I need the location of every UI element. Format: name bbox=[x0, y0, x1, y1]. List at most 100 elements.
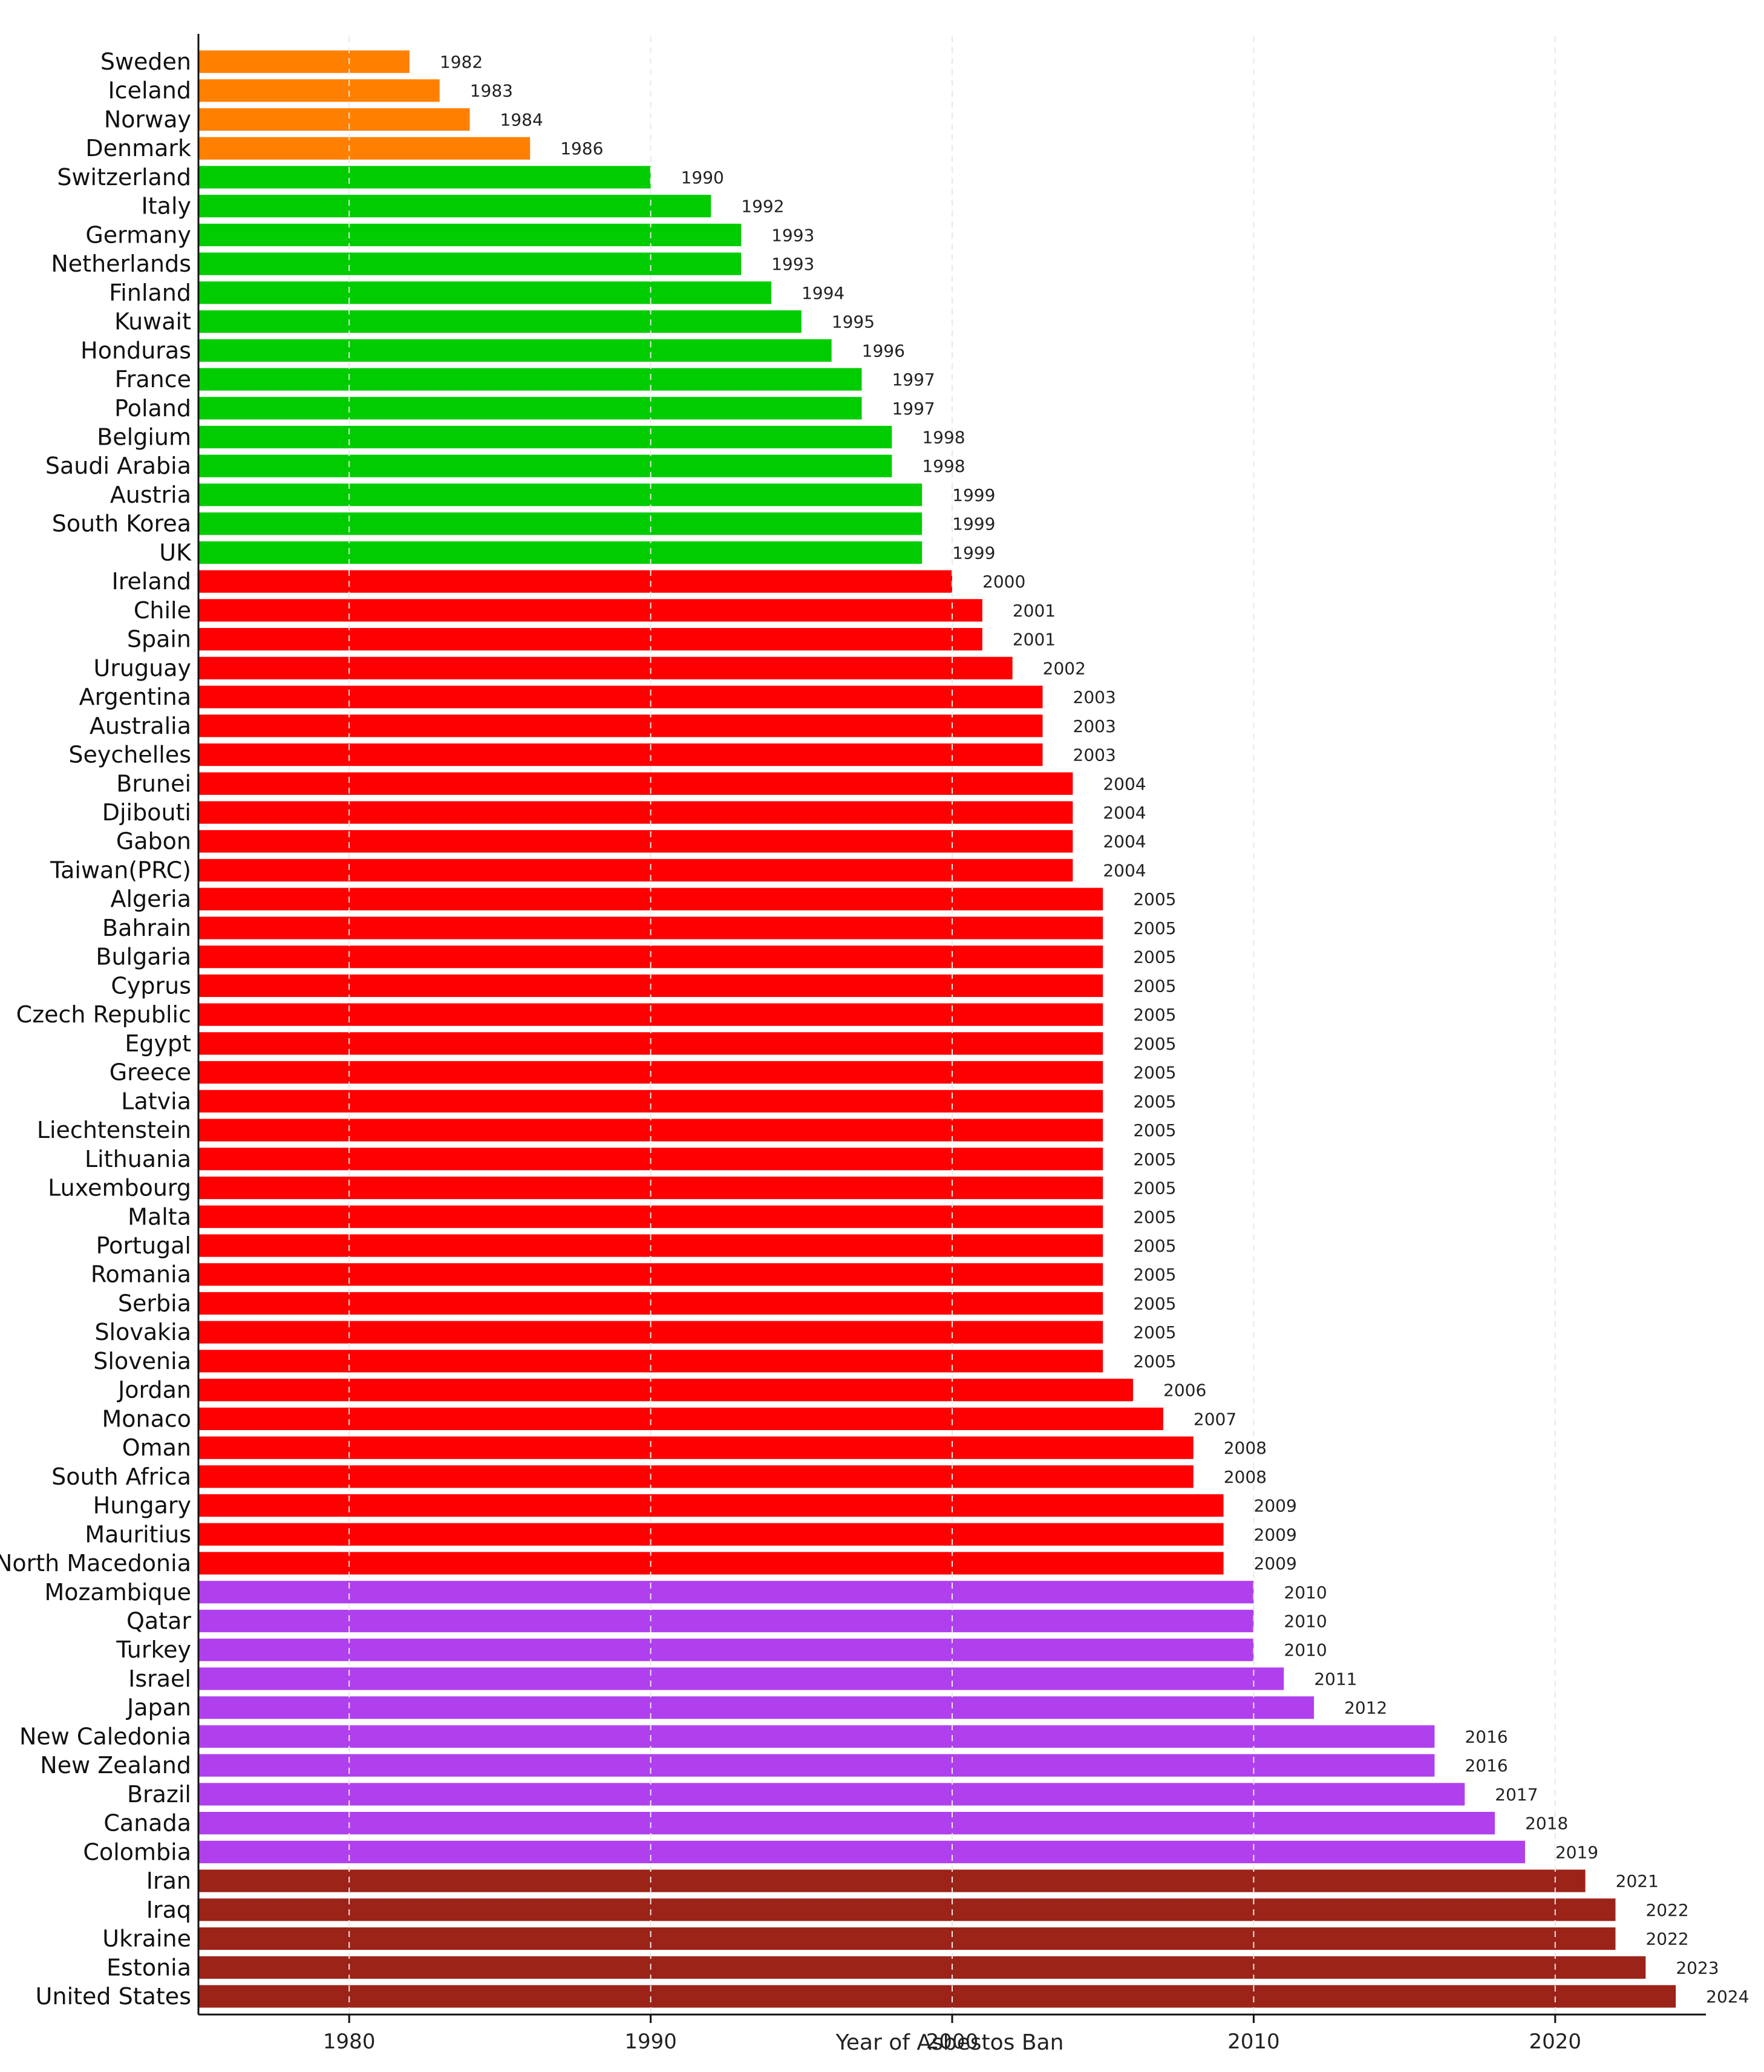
value-label: 2009 bbox=[1254, 1525, 1297, 1544]
x-axis-title: Year of Asbestos Ban bbox=[835, 2030, 1064, 2055]
category-label: Seychelles bbox=[68, 742, 191, 768]
category-label: Turkey bbox=[116, 1636, 191, 1663]
value-label: 1999 bbox=[952, 485, 995, 505]
bar bbox=[198, 1436, 1194, 1459]
category-label: Portugal bbox=[96, 1232, 191, 1259]
bar bbox=[198, 743, 1043, 766]
bar bbox=[198, 1754, 1435, 1777]
grid-layer bbox=[348, 36, 1556, 2015]
value-label: 2012 bbox=[1344, 1698, 1387, 1718]
value-label: 2005 bbox=[1133, 918, 1176, 938]
value-label: 1995 bbox=[832, 312, 875, 332]
value-label: 2004 bbox=[1103, 860, 1146, 880]
bar bbox=[198, 1811, 1495, 1835]
bar bbox=[198, 195, 711, 218]
x-tick-label: 2010 bbox=[1227, 2030, 1280, 2054]
bar bbox=[198, 1552, 1224, 1575]
value-label: 2005 bbox=[1133, 1351, 1176, 1371]
bar-layer bbox=[198, 50, 1676, 2008]
value-label: 1993 bbox=[771, 225, 814, 245]
value-label: 1984 bbox=[500, 109, 543, 129]
category-label: Taiwan(PRC) bbox=[50, 857, 191, 883]
bar bbox=[198, 772, 1073, 795]
value-label: 2001 bbox=[1013, 601, 1056, 621]
bar bbox=[198, 512, 923, 535]
value-label: 1983 bbox=[470, 81, 513, 101]
value-label: 2007 bbox=[1194, 1409, 1236, 1429]
category-label: Monaco bbox=[102, 1405, 191, 1432]
value-label: 2005 bbox=[1133, 889, 1176, 909]
bar bbox=[198, 483, 923, 506]
bar bbox=[198, 714, 1043, 737]
bar bbox=[198, 830, 1073, 853]
value-label: 2005 bbox=[1133, 1322, 1176, 1342]
bar bbox=[198, 1927, 1616, 1950]
category-label: Colombia bbox=[83, 1838, 191, 1865]
category-label: Bahrain bbox=[102, 915, 191, 941]
value-label: 2003 bbox=[1073, 745, 1116, 765]
value-label: 2003 bbox=[1073, 687, 1116, 707]
value-label: 2021 bbox=[1616, 1871, 1659, 1891]
category-label: Chile bbox=[134, 597, 191, 624]
value-label: 2002 bbox=[1043, 658, 1086, 678]
value-label: 2009 bbox=[1254, 1554, 1297, 1574]
bar bbox=[198, 137, 531, 160]
category-label: Djibouti bbox=[102, 799, 191, 826]
category-label: Ukraine bbox=[102, 1926, 191, 1952]
value-label: 2005 bbox=[1133, 1005, 1176, 1025]
value-label: 1999 bbox=[952, 514, 995, 534]
category-label: Brunei bbox=[116, 770, 191, 797]
bar bbox=[198, 858, 1073, 882]
bar bbox=[198, 310, 802, 333]
bar bbox=[198, 1523, 1224, 1546]
category-label: Norway bbox=[104, 106, 191, 132]
bar bbox=[198, 108, 470, 131]
category-label: Iraq bbox=[146, 1897, 191, 1923]
bar bbox=[198, 599, 982, 622]
bar bbox=[198, 570, 952, 593]
bar bbox=[198, 368, 862, 391]
category-label: Serbia bbox=[118, 1290, 191, 1316]
bar bbox=[198, 628, 982, 651]
value-label: 2004 bbox=[1103, 774, 1146, 794]
category-label: Algeria bbox=[110, 886, 191, 912]
value-label: 2005 bbox=[1133, 1034, 1176, 1054]
category-label: Austria bbox=[110, 482, 191, 508]
category-label: New Zealand bbox=[40, 1752, 191, 1779]
bar bbox=[198, 1609, 1254, 1633]
bar bbox=[198, 166, 651, 189]
bar bbox=[198, 425, 892, 449]
category-label: Greece bbox=[109, 1059, 191, 1086]
value-label: 2005 bbox=[1133, 1236, 1176, 1256]
category-label: Canada bbox=[103, 1810, 191, 1837]
bar bbox=[198, 801, 1073, 824]
bar bbox=[198, 1696, 1315, 1719]
x-tick-label: 1990 bbox=[624, 2030, 677, 2054]
value-label: 2006 bbox=[1163, 1381, 1206, 1400]
bar bbox=[198, 79, 440, 102]
value-label: 2005 bbox=[1133, 1293, 1176, 1313]
bar bbox=[198, 339, 832, 362]
value-label: 2009 bbox=[1254, 1496, 1297, 1516]
bar bbox=[198, 397, 862, 420]
bar bbox=[198, 1725, 1435, 1748]
value-label: 1982 bbox=[440, 52, 483, 72]
category-label: Poland bbox=[114, 395, 191, 422]
value-label: 2004 bbox=[1103, 832, 1146, 852]
category-label: North Macedonia bbox=[0, 1550, 191, 1577]
value-label: 2008 bbox=[1224, 1467, 1267, 1487]
category-label: Cyprus bbox=[111, 972, 191, 999]
category-label: Gabon bbox=[116, 828, 191, 855]
category-label: United States bbox=[36, 1983, 191, 2010]
category-label: Liechtenstein bbox=[37, 1117, 191, 1143]
category-label: Czech Republic bbox=[16, 1001, 191, 1028]
category-label: Jordan bbox=[117, 1377, 191, 1404]
value-label: 1998 bbox=[922, 456, 965, 476]
x-tick-label: 2000 bbox=[926, 2030, 979, 2054]
axis-layer: 1980 1990 2000 2010 2020 bbox=[197, 34, 1706, 2054]
value-label: 1997 bbox=[892, 399, 935, 419]
bar bbox=[198, 685, 1043, 708]
value-label: 2010 bbox=[1284, 1640, 1327, 1660]
bar bbox=[198, 1667, 1284, 1690]
